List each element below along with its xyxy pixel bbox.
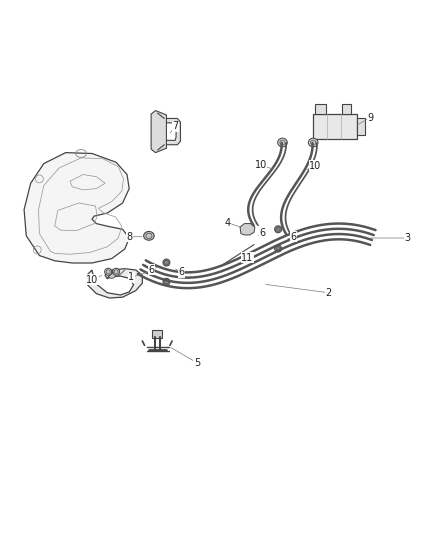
Text: 6: 6 [260,228,266,238]
Bar [152,330,162,338]
Text: 1: 1 [128,272,134,282]
Text: 10: 10 [309,161,321,171]
Text: 9: 9 [367,112,373,123]
Text: 6: 6 [179,267,185,277]
Polygon shape [240,223,255,235]
Ellipse shape [275,245,282,252]
Ellipse shape [144,231,154,240]
Text: 5: 5 [194,358,200,368]
Text: 8: 8 [126,232,132,242]
Ellipse shape [275,226,282,233]
Text: 6: 6 [290,232,297,242]
Bar [357,118,365,135]
Ellipse shape [105,268,112,275]
Polygon shape [24,152,129,263]
Text: 10: 10 [254,160,267,170]
Polygon shape [151,110,166,152]
Ellipse shape [113,268,120,275]
Text: 3: 3 [404,233,410,243]
FancyBboxPatch shape [342,104,351,114]
Text: 2: 2 [325,288,332,298]
Polygon shape [164,118,180,145]
Text: 6: 6 [148,264,154,274]
Polygon shape [87,269,142,298]
Text: 10: 10 [86,274,98,285]
Ellipse shape [308,138,318,147]
Ellipse shape [163,278,170,285]
Text: 4: 4 [225,217,231,228]
Text: 11: 11 [241,253,254,263]
Text: 7: 7 [172,122,178,131]
FancyBboxPatch shape [315,104,326,114]
Ellipse shape [108,270,116,278]
Ellipse shape [278,138,287,147]
FancyBboxPatch shape [313,114,357,140]
Ellipse shape [163,259,170,266]
